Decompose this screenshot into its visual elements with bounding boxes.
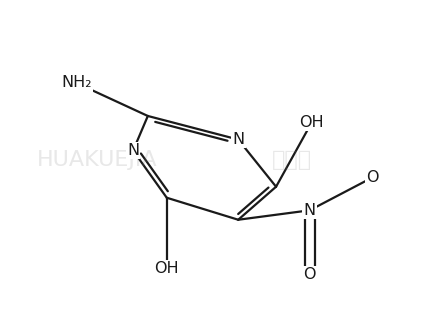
Text: NH₂: NH₂ xyxy=(61,76,92,91)
Text: O: O xyxy=(303,267,316,282)
Text: O: O xyxy=(366,170,379,185)
Text: OH: OH xyxy=(299,115,324,130)
Text: N: N xyxy=(304,203,316,218)
Text: HUAKUEJIA: HUAKUEJIA xyxy=(36,150,157,170)
Text: N: N xyxy=(127,143,139,158)
Text: 化学加: 化学加 xyxy=(272,150,312,170)
Text: OH: OH xyxy=(155,261,179,276)
Text: N: N xyxy=(232,132,244,147)
